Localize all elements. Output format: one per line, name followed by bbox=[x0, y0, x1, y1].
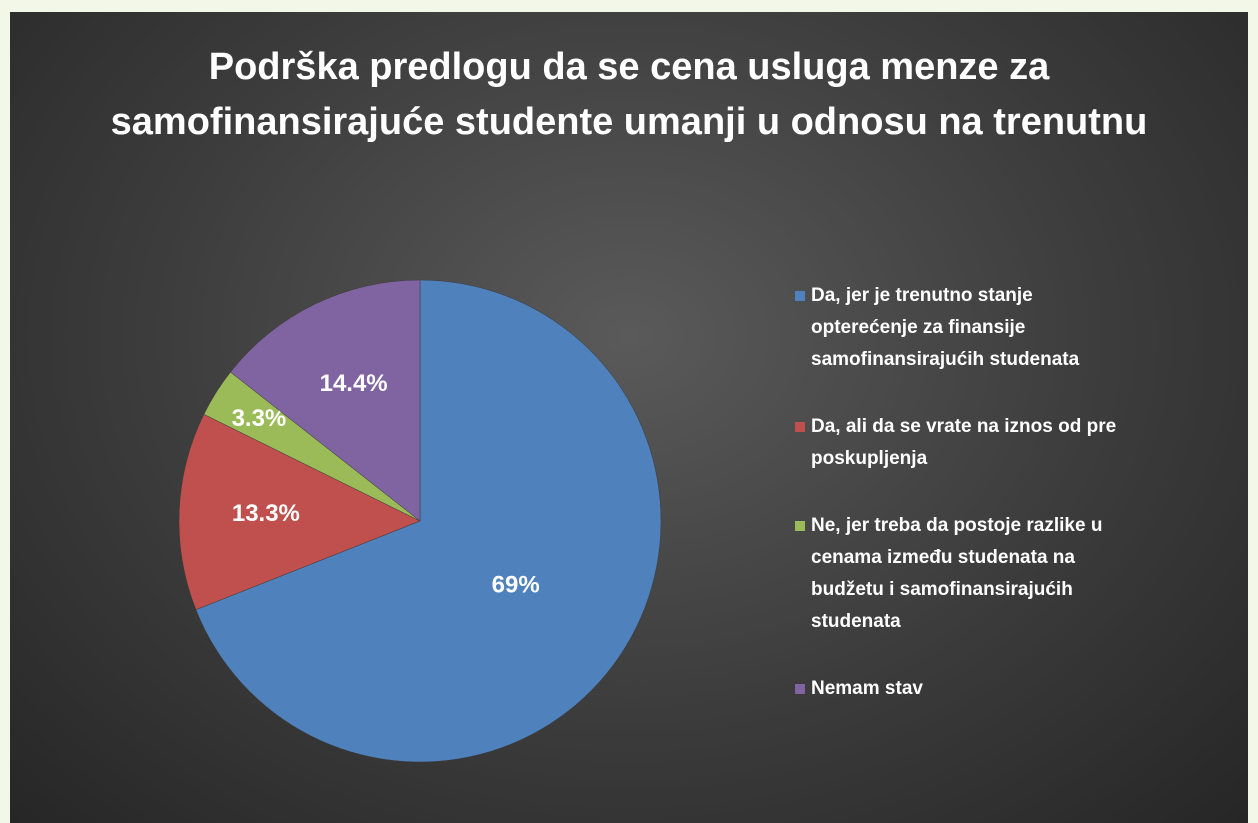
legend-swatch bbox=[795, 684, 805, 694]
legend-label: Da, jer je trenutno stanje opterećenje z… bbox=[811, 285, 1080, 370]
legend-entry: Ne, jer treba da postoje razlike u cenam… bbox=[795, 510, 1140, 638]
legend-swatch bbox=[795, 422, 805, 432]
data-label: 14.4% bbox=[320, 370, 388, 397]
pie-slice bbox=[178, 413, 421, 611]
chart-title: Podrška predlogu da se cena usluga menze… bbox=[110, 46, 1148, 143]
legend-label: Nemam stav bbox=[811, 678, 923, 699]
data-label: 13.3% bbox=[232, 500, 300, 527]
legend-swatch bbox=[795, 521, 805, 531]
data-label: 3.3% bbox=[232, 405, 287, 432]
pie-slice bbox=[230, 279, 421, 522]
data-label: 69% bbox=[492, 571, 540, 598]
legend: Da, jer je trenutno stanje opterećenje z… bbox=[795, 280, 1140, 705]
legend-label: Ne, jer treba da postoje razlike u cenam… bbox=[811, 515, 1103, 632]
pie-slice bbox=[195, 279, 662, 763]
legend-label: Da, ali da se vrate na iznos od pre posk… bbox=[811, 416, 1117, 469]
legend-entry: Da, ali da se vrate na iznos od pre posk… bbox=[795, 411, 1140, 475]
legend-entry: Nemam stav bbox=[795, 673, 1140, 705]
legend-swatch bbox=[795, 291, 805, 301]
legend-entry: Da, jer je trenutno stanje opterećenje z… bbox=[795, 280, 1140, 376]
